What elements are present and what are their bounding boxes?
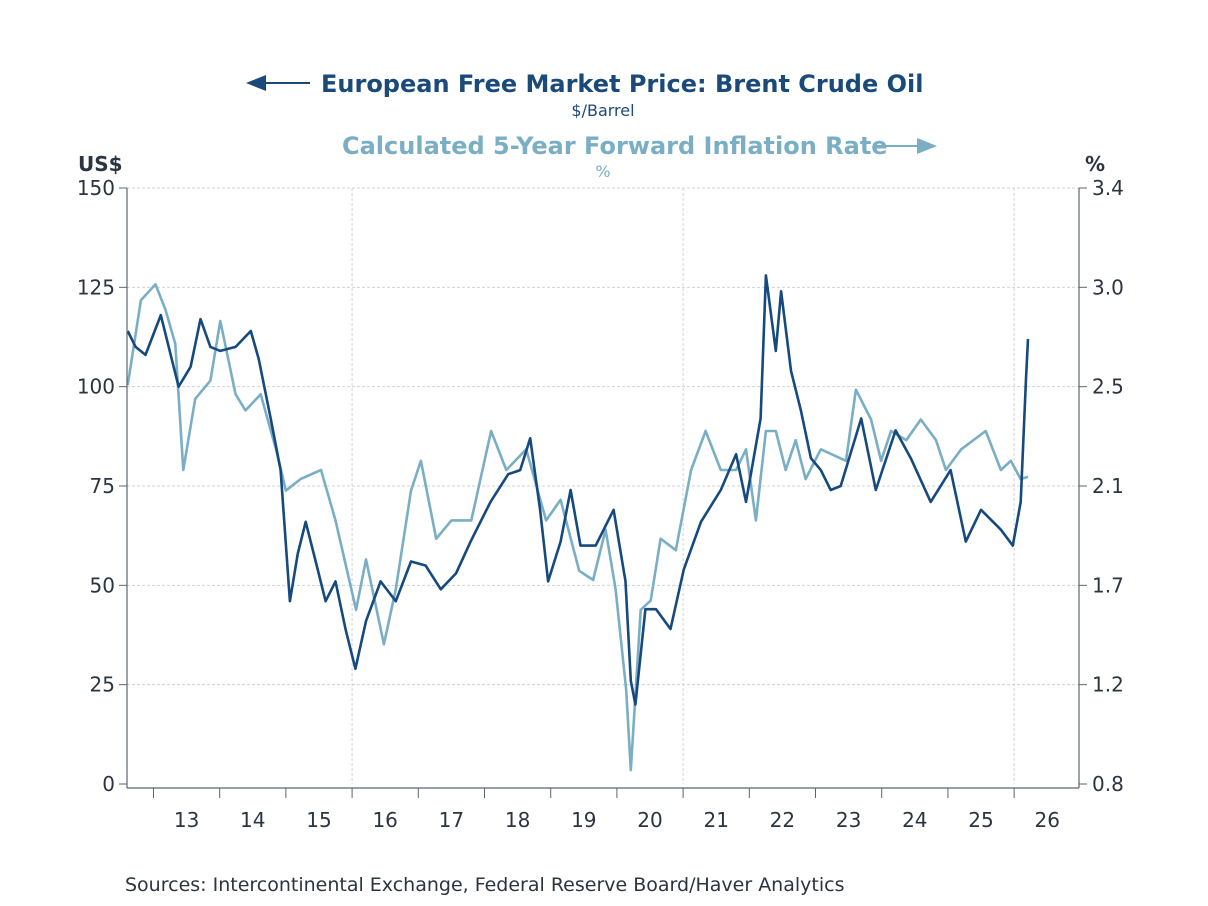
left-tick-label: 150 xyxy=(77,176,115,200)
right-arrow-icon xyxy=(873,138,937,154)
x-tick-label: 24 xyxy=(902,808,927,832)
left-axis-ticks: 0 25 50 75 100 125 150 xyxy=(77,176,127,796)
x-tick-label: 18 xyxy=(505,808,530,832)
right-tick-label: 0.8 xyxy=(1092,772,1124,796)
left-arrow-icon xyxy=(246,75,310,91)
right-axis-unit-label: % xyxy=(1085,152,1105,176)
gridlines xyxy=(127,187,1079,784)
legend-header: European Free Market Price: Brent Crude … xyxy=(246,70,937,181)
left-tick-label: 50 xyxy=(90,573,115,597)
right-tick-label: 1.7 xyxy=(1092,573,1124,597)
title-unit: $/Barrel xyxy=(571,101,634,120)
left-tick-label: 125 xyxy=(77,275,115,299)
subtitle-unit: % xyxy=(595,162,610,181)
forward-inflation-line xyxy=(126,283,1029,772)
x-tick-label: 25 xyxy=(968,808,993,832)
chart-title: European Free Market Price: Brent Crude … xyxy=(321,70,923,98)
x-tick-label: 20 xyxy=(637,808,662,832)
x-tick-label: 15 xyxy=(306,808,331,832)
series-layer xyxy=(126,274,1030,772)
left-tick-label: 100 xyxy=(77,375,115,399)
source-note: Sources: Intercontinental Exchange, Fede… xyxy=(125,874,844,896)
right-tick-label: 3.4 xyxy=(1092,176,1124,200)
x-tick-label: 22 xyxy=(770,808,795,832)
right-tick-label: 1.2 xyxy=(1092,673,1124,697)
x-tick-label: 16 xyxy=(372,808,397,832)
left-tick-label: 75 xyxy=(90,474,115,498)
left-axis-unit-label: US$ xyxy=(78,152,123,176)
right-tick-label: 2.1 xyxy=(1092,474,1124,498)
x-tick-label: 19 xyxy=(571,808,596,832)
left-tick-label: 25 xyxy=(90,673,115,697)
x-tick-label: 14 xyxy=(240,808,265,832)
x-axis-ticks: 13 14 15 16 17 18 19 20 21 22 23 24 25 26 xyxy=(152,788,1060,832)
chart-subtitle: Calculated 5-Year Forward Inflation Rate xyxy=(342,132,888,160)
brent-crude-line xyxy=(126,274,1030,706)
right-axis-ticks: 0.8 1.2 1.7 2.1 2.5 3.0 3.4 xyxy=(1079,176,1124,796)
x-tick-label: 17 xyxy=(439,808,464,832)
left-tick-label: 0 xyxy=(102,772,115,796)
x-tick-label: 26 xyxy=(1034,808,1059,832)
right-tick-label: 3.0 xyxy=(1092,275,1124,299)
right-tick-label: 2.5 xyxy=(1092,375,1124,399)
x-tick-label: 23 xyxy=(836,808,861,832)
axes xyxy=(126,188,1080,789)
x-tick-label: 21 xyxy=(703,808,728,832)
x-tick-label: 13 xyxy=(174,808,199,832)
